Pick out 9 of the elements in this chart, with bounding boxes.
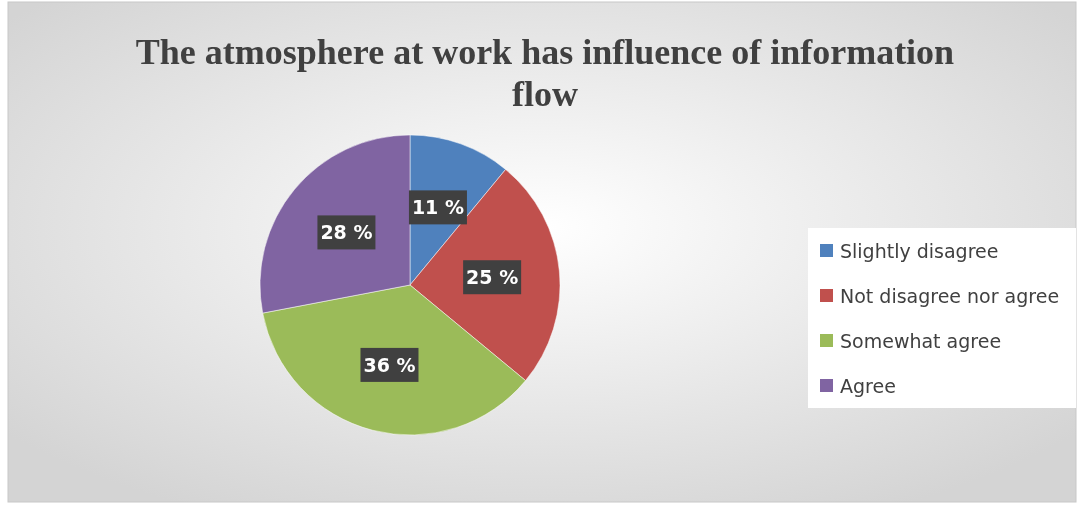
legend-label: Agree	[840, 375, 896, 397]
data-label: 36 %	[363, 353, 416, 376]
legend-label: Slightly disagree	[840, 240, 999, 262]
data-label: 28 %	[320, 221, 373, 244]
chart-title: The atmosphere at work has influence of information flow	[135, 32, 955, 114]
legend-label: Somewhat agree	[840, 330, 1002, 352]
data-label: 11 %	[411, 196, 464, 219]
legend-label: Not disagree nor agree	[840, 285, 1060, 307]
data-label: 25 %	[466, 266, 519, 289]
